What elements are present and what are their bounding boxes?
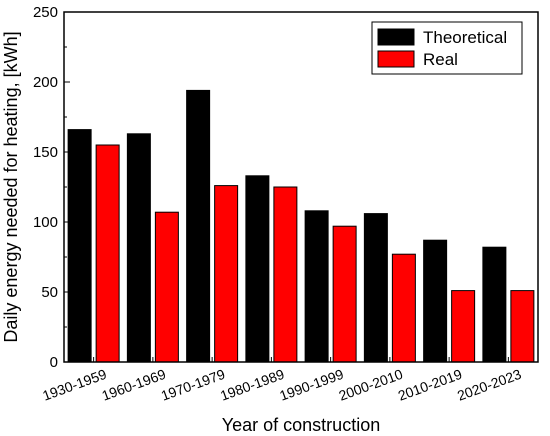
y-tick-label: 200 [33, 74, 58, 91]
bar-theoretical-1980-1989 [245, 175, 270, 363]
bar-theoretical-2000-2010 [363, 213, 388, 363]
y-axis-title: Daily energy needed for heating, [kWh] [1, 31, 21, 342]
bar-theoretical-2010-2019 [423, 239, 448, 363]
bar-real-2020-2023 [510, 290, 535, 363]
x-tick-label: 2000-2010 [337, 366, 406, 404]
y-tick-label: 250 [33, 4, 58, 21]
x-tick-label: 1980-1989 [218, 366, 287, 404]
y-tick-label: 150 [33, 144, 58, 161]
bar-real-2000-2010 [391, 253, 416, 363]
x-tick-label: 2010-2019 [396, 366, 465, 404]
x-tick-label: 1930-1959 [40, 366, 109, 404]
bar-theoretical-1960-1969 [126, 133, 151, 363]
y-tick-label: 0 [50, 354, 58, 371]
bar-real-1990-1999 [332, 225, 357, 363]
legend-label-theoretical: Theoretical [423, 28, 507, 47]
legend: Theoretical Real [371, 21, 523, 75]
legend-swatch-theoretical [377, 28, 415, 46]
bar-real-1960-1969 [154, 211, 179, 363]
bar-theoretical-1930-1959 [67, 129, 92, 363]
bars-layer [67, 89, 535, 363]
y-tick-label: 100 [33, 214, 58, 231]
bar-theoretical-1970-1979 [186, 89, 211, 363]
bar-real-1980-1989 [273, 186, 298, 363]
x-tick-label: 1960-1969 [100, 366, 169, 404]
legend-label-real: Real [423, 50, 458, 69]
x-ticks: 1930-19591960-19691970-19791980-19891990… [40, 357, 524, 404]
y-tick-label: 50 [41, 284, 58, 301]
bar-real-2010-2019 [451, 290, 476, 363]
x-tick-label: 1970-1979 [159, 366, 228, 404]
bar-real-1930-1959 [95, 144, 120, 363]
plot-frame [63, 11, 539, 363]
x-tick-label: 2020-2023 [455, 366, 524, 404]
bar-theoretical-2020-2023 [482, 246, 507, 363]
legend-swatch-real [377, 50, 415, 68]
x-axis-title: Year of construction [222, 415, 380, 435]
bar-real-1970-1979 [214, 185, 239, 363]
x-tick-label: 1990-1999 [277, 366, 346, 404]
bar-theoretical-1990-1999 [304, 210, 329, 363]
